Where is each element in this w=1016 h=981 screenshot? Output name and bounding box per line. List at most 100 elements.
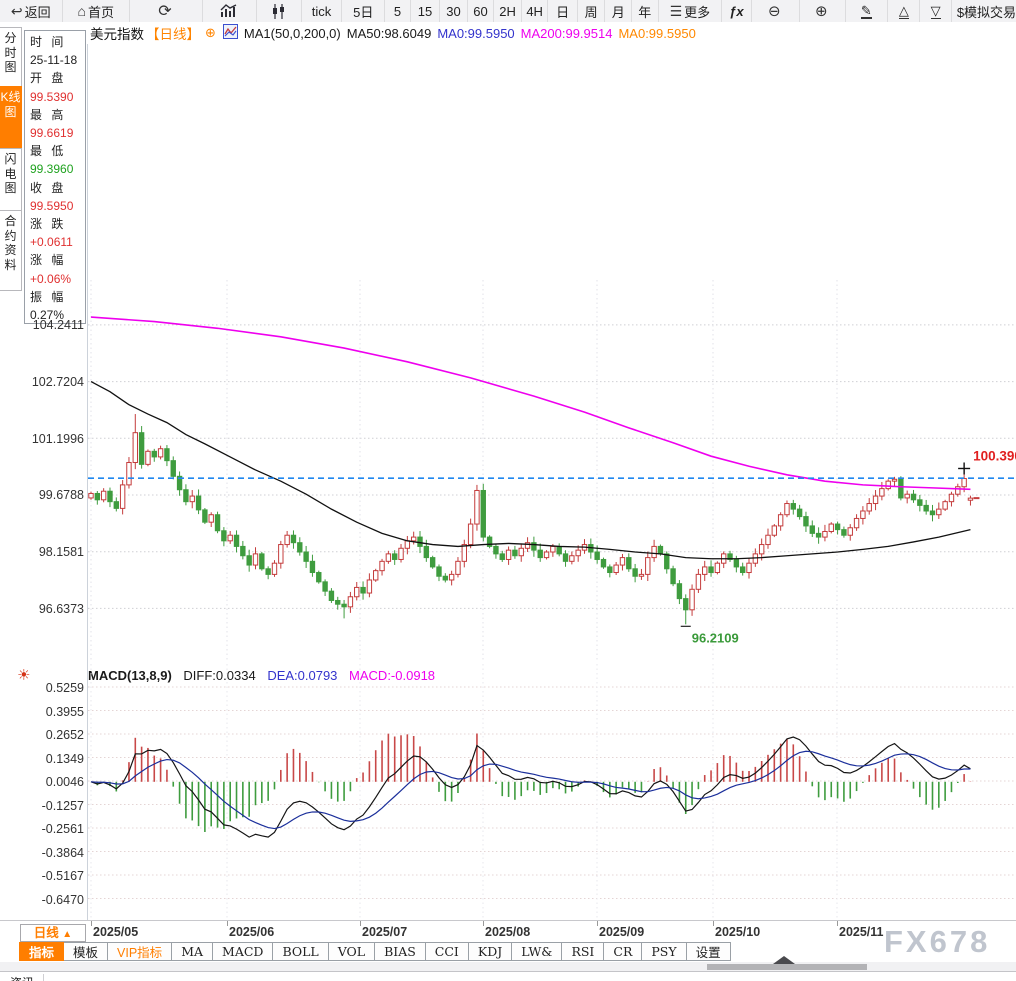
axis-tick	[597, 921, 598, 926]
axis-tick	[483, 921, 484, 926]
area-chart-type-button[interactable]	[203, 0, 258, 22]
tab-lwr[interactable]: LW&	[512, 942, 563, 961]
period-2h-button[interactable]: 2H	[494, 0, 522, 22]
axis-separator-line	[0, 920, 1016, 921]
sidebar-tab-kline-chart[interactable]: K线图	[0, 86, 22, 149]
horizontal-scrollbar[interactable]	[0, 956, 1016, 971]
back-button[interactable]: ↩ 返回	[0, 0, 63, 22]
zoom-in-button[interactable]: ⊕	[800, 0, 846, 22]
symbol-name: 美元指数	[90, 27, 144, 42]
month-label: 2025/10	[715, 925, 761, 939]
candle-chart-type-button[interactable]	[257, 0, 302, 22]
candlestick-chart-canvas[interactable]: 96.2109 100.390	[88, 44, 1016, 660]
sidebar-tab-time-chart[interactable]: 分时图	[0, 27, 22, 87]
back-label: 返回	[24, 4, 51, 20]
period-4h-label: 4H	[526, 3, 543, 19]
info-change-pct-label: 涨 幅	[30, 253, 67, 268]
info-open-label: 开 盘	[30, 71, 67, 86]
price-axis-label: 101.1996	[31, 432, 84, 446]
info-low-value: 99.3960	[30, 162, 74, 177]
period-5day-label: 5日	[353, 4, 374, 20]
period-day-button[interactable]: 日	[548, 0, 578, 22]
tab-settings[interactable]: 设置	[686, 942, 731, 961]
info-change-value: +0.0611	[30, 235, 73, 250]
month-label: 2025/11	[839, 925, 884, 939]
tab-rsi[interactable]: RSI	[562, 942, 605, 961]
ma200-value: MA200:99.9514	[520, 25, 613, 41]
macd-diff-value: DIFF:0.0334	[183, 668, 256, 683]
tab-vol[interactable]: VOL	[328, 942, 376, 961]
zoom-in-icon: ⊕	[814, 3, 828, 20]
period-5-button[interactable]: 5	[385, 0, 411, 22]
macd-axis-label: -0.5167	[41, 869, 84, 883]
zoom-out-button[interactable]: ⊖	[752, 0, 800, 22]
ma-params: MA1(50,0,200,0)	[243, 25, 341, 41]
tab-vip-indicator[interactable]: VIP指标	[108, 942, 173, 961]
scrollbar-thumb[interactable]	[707, 964, 867, 970]
price-axis-label: 98.1581	[38, 545, 84, 559]
period-30-button[interactable]: 30	[440, 0, 468, 22]
macd-hist-value: MACD:-0.0918	[349, 668, 436, 683]
period-year-button[interactable]: 年	[632, 0, 659, 22]
macd-axis-label: 0.3955	[45, 705, 84, 719]
ma50-value: MA50:98.6049	[346, 25, 432, 41]
period-5day-button[interactable]: 5日	[342, 0, 386, 22]
axis-tick	[91, 921, 92, 926]
hamburger-icon: ☰	[669, 2, 683, 19]
info-amplitude-label: 振 幅	[30, 289, 67, 304]
chart-title-row: 美元指数 【日线】 ⊕ MA1(50,0,200,0) MA50:98.6049…	[0, 22, 1016, 44]
indicator-fx-button[interactable]: ƒx	[722, 0, 752, 22]
tab-bias[interactable]: BIAS	[375, 942, 426, 961]
tab-macd[interactable]: MACD	[213, 942, 274, 961]
period-dropdown[interactable]: 日线 ▲	[20, 924, 86, 942]
tick-period-button[interactable]: tick	[302, 0, 343, 22]
draw-button[interactable]: ✎	[846, 0, 889, 22]
sidebar-tab-lightning-chart[interactable]: 闪电图	[0, 148, 22, 211]
period-4h-button[interactable]: 4H	[522, 0, 549, 22]
tab-cci[interactable]: CCI	[425, 942, 469, 961]
macd-chart-canvas[interactable]	[88, 664, 1016, 920]
macd-axis-label: -0.6470	[41, 893, 84, 907]
refresh-button[interactable]: ⟳	[130, 0, 203, 22]
info-high-value: 99.6619	[30, 126, 74, 141]
more-button[interactable]: ☰ 更多	[659, 0, 723, 22]
align-top-button[interactable]: △	[888, 0, 921, 22]
month-label: 2025/07	[362, 925, 408, 939]
info-high-label: 最 高	[30, 107, 67, 122]
tab-indicator[interactable]: 指标	[19, 942, 65, 961]
dropdown-arrow-icon: ▲	[62, 929, 73, 940]
indicator-settings-sun-icon[interactable]: ☀	[17, 667, 31, 684]
period-30-label: 30	[446, 3, 461, 19]
home-button[interactable]: ⌂ 首页	[63, 0, 130, 22]
tab-cr[interactable]: CR	[604, 942, 643, 961]
simulated-trading-button[interactable]: $模拟交易	[952, 0, 1016, 22]
macd-axis-label: 0.2652	[45, 728, 84, 742]
bottom-status-bar: 资讯	[0, 971, 1016, 981]
period-month-label: 月	[611, 4, 625, 20]
tab-kdj[interactable]: KDJ	[468, 942, 513, 961]
sidebar-tab-contract-info[interactable]: 合约资料	[0, 210, 22, 291]
align-bottom-button[interactable]: ▽	[920, 0, 952, 22]
month-label: 2025/06	[229, 925, 275, 939]
fx678-watermark: FX678	[884, 924, 991, 959]
period-15-button[interactable]: 15	[411, 0, 441, 22]
tick-label: tick	[311, 3, 332, 19]
macd-axis-label: 0.0046	[45, 775, 84, 789]
period-week-label: 周	[584, 4, 598, 20]
tab-psy[interactable]: PSY	[642, 942, 687, 961]
add-compare-icon[interactable]: ⊕	[205, 25, 216, 40]
period-month-button[interactable]: 月	[605, 0, 632, 22]
info-close-value: 99.5950	[30, 198, 74, 213]
svg-text:100.390: 100.390	[973, 448, 1016, 463]
news-tab[interactable]: 资讯	[0, 974, 44, 981]
ma0-value-blue: MA0:99.5950	[437, 25, 515, 41]
tab-ma[interactable]: MA	[172, 942, 214, 961]
period-15-label: 15	[417, 3, 433, 19]
info-change-label: 涨 跌	[30, 217, 67, 232]
tab-template[interactable]: 模板	[64, 942, 109, 961]
period-60-button[interactable]: 60	[468, 0, 495, 22]
period-week-button[interactable]: 周	[578, 0, 606, 22]
tab-boll[interactable]: BOLL	[273, 942, 329, 961]
panel-expand-handle[interactable]	[773, 956, 795, 964]
